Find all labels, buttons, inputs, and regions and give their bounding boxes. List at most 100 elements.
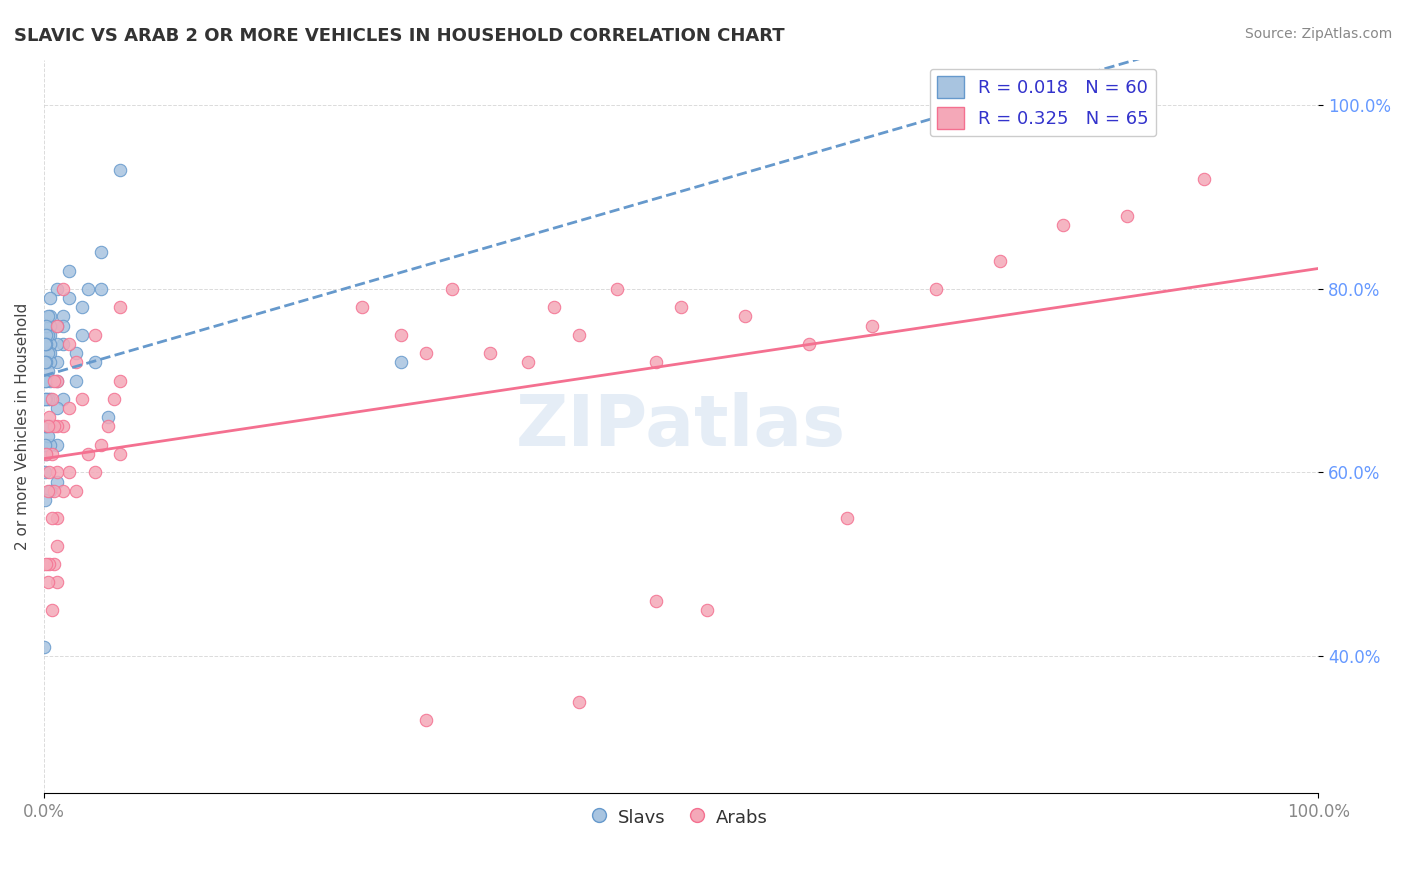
Point [45, 318, 67, 333]
Point [34, 438, 56, 452]
Point [644, 355, 666, 369]
Point [103, 392, 125, 406]
Point [35, 318, 58, 333]
Point [97, 410, 120, 425]
Point [83, 355, 105, 369]
Point [65, 374, 87, 388]
Point [37, 392, 59, 406]
Point [52, 483, 75, 498]
Point [58, 291, 80, 305]
Point [90, 245, 112, 260]
Point [70, 392, 93, 406]
Point [41, 603, 63, 617]
Point [389, 327, 412, 342]
Point [35, 337, 58, 351]
Point [52, 318, 75, 333]
Point [45, 337, 67, 351]
Point [70, 327, 93, 342]
Point [45, 419, 67, 434]
Point [52, 419, 75, 434]
Point [389, 355, 412, 369]
Point [42, 483, 65, 498]
Point [39, 392, 62, 406]
Point [45, 374, 67, 388]
Point [415, 346, 437, 360]
Point [835, 511, 858, 525]
Point [34, 374, 56, 388]
Point [52, 282, 75, 296]
Point [83, 466, 105, 480]
Legend: Slavs, Arabs: Slavs, Arabs [588, 799, 775, 836]
Point [37, 428, 59, 442]
Point [58, 263, 80, 277]
Point [35, 419, 58, 434]
Point [45, 511, 67, 525]
Point [440, 282, 463, 296]
Point [34, 355, 56, 369]
Point [45, 282, 67, 296]
Point [1192, 171, 1215, 186]
Point [110, 374, 132, 388]
Point [39, 438, 62, 452]
Point [34, 466, 56, 480]
Point [37, 419, 59, 434]
Y-axis label: 2 or more Vehicles in Household: 2 or more Vehicles in Household [15, 303, 30, 550]
Point [45, 466, 67, 480]
Point [352, 300, 374, 314]
Point [39, 318, 62, 333]
Point [45, 318, 67, 333]
Point [65, 346, 87, 360]
Point [543, 300, 565, 314]
Point [42, 374, 65, 388]
Point [39, 327, 62, 342]
Point [38, 410, 60, 425]
Point [83, 327, 105, 342]
Point [65, 483, 87, 498]
Point [478, 346, 501, 360]
Point [52, 392, 75, 406]
Point [77, 282, 100, 296]
Point [34, 492, 56, 507]
Point [568, 695, 591, 709]
Point [35, 327, 58, 342]
Point [110, 300, 132, 314]
Point [34, 419, 56, 434]
Point [35, 447, 58, 461]
Point [568, 327, 591, 342]
Point [644, 593, 666, 607]
Point [39, 483, 62, 498]
Point [1052, 218, 1074, 232]
Point [988, 254, 1011, 268]
Text: ZIPatlas: ZIPatlas [516, 392, 846, 461]
Point [45, 475, 67, 489]
Point [65, 355, 87, 369]
Point [35, 447, 58, 461]
Point [32, 640, 55, 654]
Point [35, 392, 58, 406]
Point [37, 364, 59, 378]
Point [39, 374, 62, 388]
Point [37, 346, 59, 360]
Point [45, 438, 67, 452]
Point [1116, 209, 1139, 223]
Point [39, 346, 62, 360]
Point [39, 310, 62, 324]
Point [110, 447, 132, 461]
Point [37, 483, 59, 498]
Point [70, 300, 93, 314]
Point [77, 447, 100, 461]
Point [90, 282, 112, 296]
Point [45, 401, 67, 416]
Point [669, 300, 692, 314]
Point [415, 713, 437, 727]
Point [37, 310, 59, 324]
Text: SLAVIC VS ARAB 2 OR MORE VEHICLES IN HOUSEHOLD CORRELATION CHART: SLAVIC VS ARAB 2 OR MORE VEHICLES IN HOU… [14, 27, 785, 45]
Point [58, 466, 80, 480]
Point [37, 575, 59, 590]
Point [45, 539, 67, 553]
Point [606, 282, 628, 296]
Point [45, 374, 67, 388]
Point [517, 355, 540, 369]
Point [52, 310, 75, 324]
Point [860, 318, 883, 333]
